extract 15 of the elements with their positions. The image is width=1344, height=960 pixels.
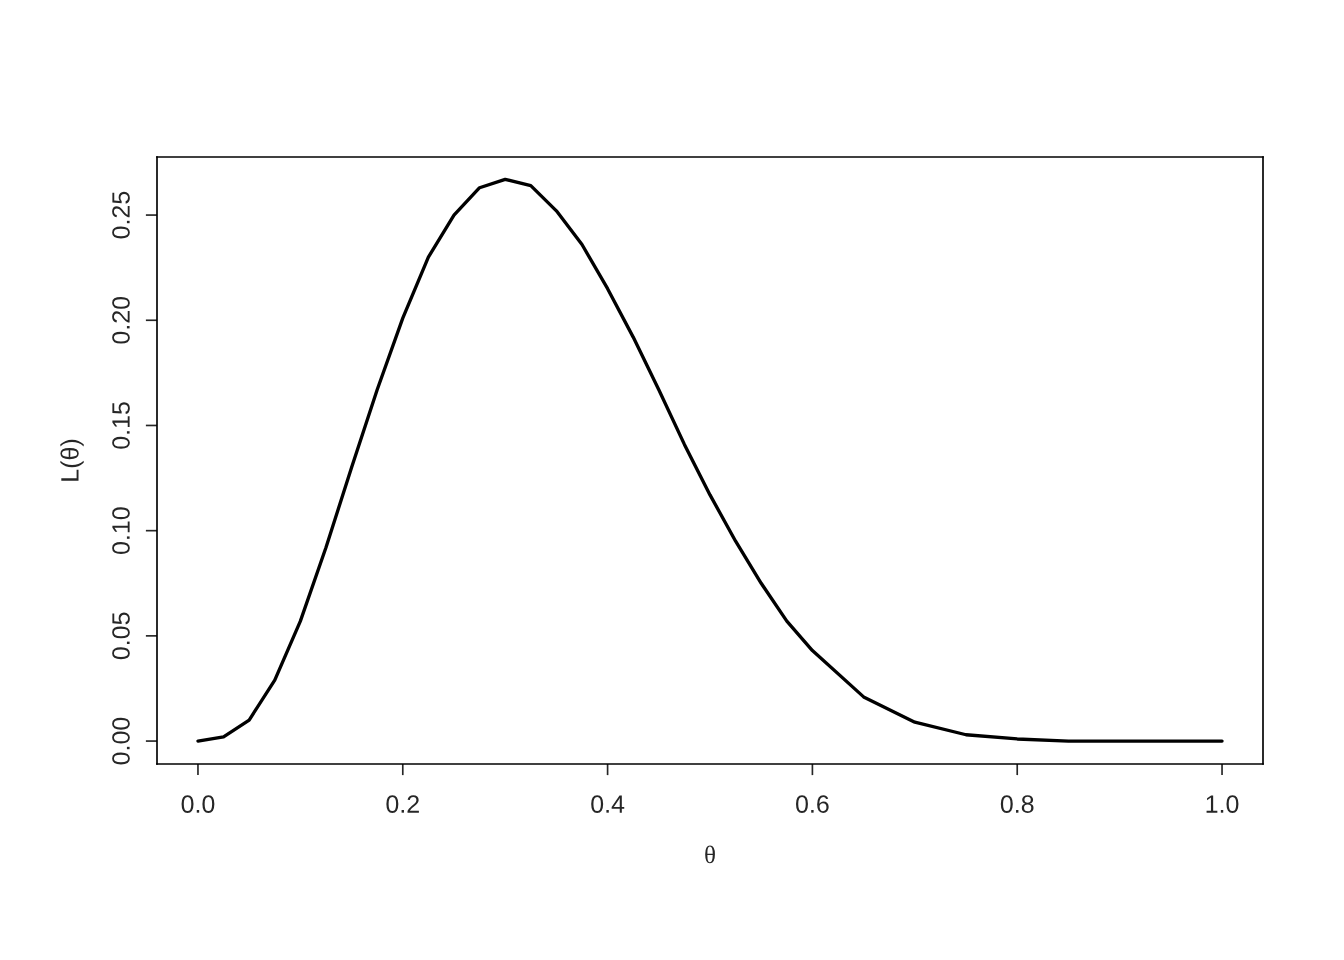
line-series bbox=[196, 177, 1224, 743]
x-tick-label: 1.0 bbox=[1206, 795, 1239, 813]
x-tick-label: 0.2 bbox=[386, 795, 419, 813]
y-tick-label: 0.25 bbox=[112, 191, 130, 239]
y-tick-label: 0.00 bbox=[112, 717, 130, 765]
x-tick-label: 0.8 bbox=[1000, 795, 1034, 813]
x-tick-label: 0.6 bbox=[796, 795, 829, 813]
y-tick-label: 0.20 bbox=[112, 296, 130, 344]
x-tick-label: 0.4 bbox=[591, 795, 625, 813]
y-axis-title: L(θ) bbox=[60, 439, 84, 481]
y-tick-label: 0.15 bbox=[112, 402, 130, 449]
x-tick-label: 0.0 bbox=[181, 795, 215, 813]
y-tick-label: 0.10 bbox=[112, 507, 130, 555]
x-axis-title: θ bbox=[705, 845, 715, 864]
y-tick-label: 0.05 bbox=[112, 612, 130, 660]
